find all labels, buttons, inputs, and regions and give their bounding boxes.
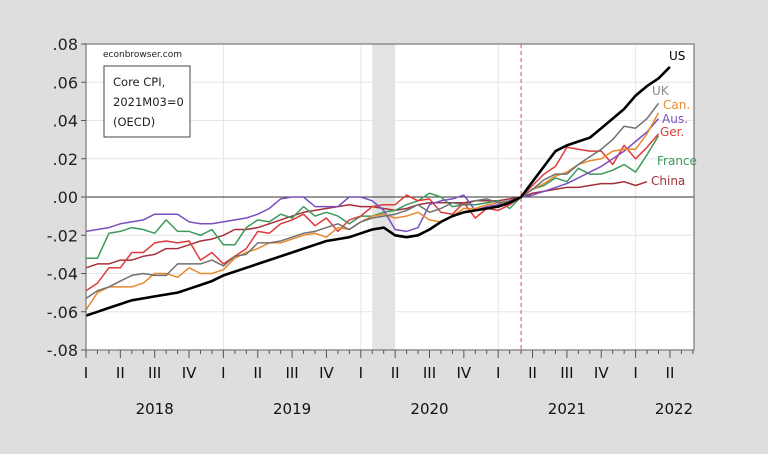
year-label: 2018: [136, 400, 174, 418]
quarter-label: IV: [319, 364, 334, 382]
series-line-uk: [85, 102, 660, 300]
y-tick-label: .00: [53, 188, 78, 207]
y-tick-label: -.04: [47, 265, 78, 284]
quarter-label: I: [221, 364, 225, 382]
y-tick-label: -.08: [47, 341, 78, 360]
quarter-label: IV: [182, 364, 197, 382]
y-tick-label: .02: [53, 150, 78, 169]
series-label-ger: Ger.: [660, 125, 684, 139]
series-label-france: France: [657, 154, 697, 168]
series-label-aus: Aus.: [662, 112, 688, 126]
quarter-label: IV: [594, 364, 609, 382]
legend-line-3: (OECD): [113, 115, 155, 129]
series-line-us: [85, 65, 671, 317]
quarter-label: III: [285, 364, 298, 382]
series-lines: [85, 65, 671, 317]
legend-box: [103, 65, 191, 138]
quarter-label: I: [84, 364, 88, 382]
quarter-label: II: [528, 364, 537, 382]
series-label-china: China: [651, 174, 685, 188]
legend-line-1: Core CPI,: [113, 75, 165, 89]
quarter-label: I: [359, 364, 363, 382]
series-label-uk: UK: [652, 84, 670, 98]
quarter-label: III: [560, 364, 573, 382]
year-label: 2021: [548, 400, 586, 418]
y-tick-label: -.02: [47, 226, 78, 245]
quarter-label: II: [253, 364, 262, 382]
quarter-label: I: [633, 364, 637, 382]
series-line-aus: [85, 118, 660, 233]
quarter-label: II: [391, 364, 400, 382]
quarter-label: I: [496, 364, 500, 382]
legend-line-2: 2021M03=0: [113, 95, 184, 109]
source-note: econbrowser.com: [103, 50, 182, 60]
quarter-label: II: [666, 364, 675, 382]
quarter-label: III: [423, 364, 436, 382]
quarter-label: IV: [457, 364, 472, 382]
series-label-can: Can.: [663, 98, 690, 112]
series-line-china: [85, 180, 648, 269]
y-tick-label: .08: [53, 35, 78, 54]
quarter-label: III: [148, 364, 161, 382]
y-tick-label: -.06: [47, 303, 78, 322]
year-label: 2019: [273, 400, 311, 418]
quarter-label: II: [116, 364, 125, 382]
series-line-ger: [85, 133, 660, 292]
y-tick-label: .04: [53, 112, 78, 131]
year-label: 2020: [410, 400, 448, 418]
y-axis: .08 .06 .04 .02 .00 -.02 -.04 -.06 -.08: [47, 35, 86, 360]
series-label-us: US: [669, 49, 685, 63]
year-label: 2022: [655, 400, 693, 418]
y-tick-label: .06: [53, 73, 78, 92]
